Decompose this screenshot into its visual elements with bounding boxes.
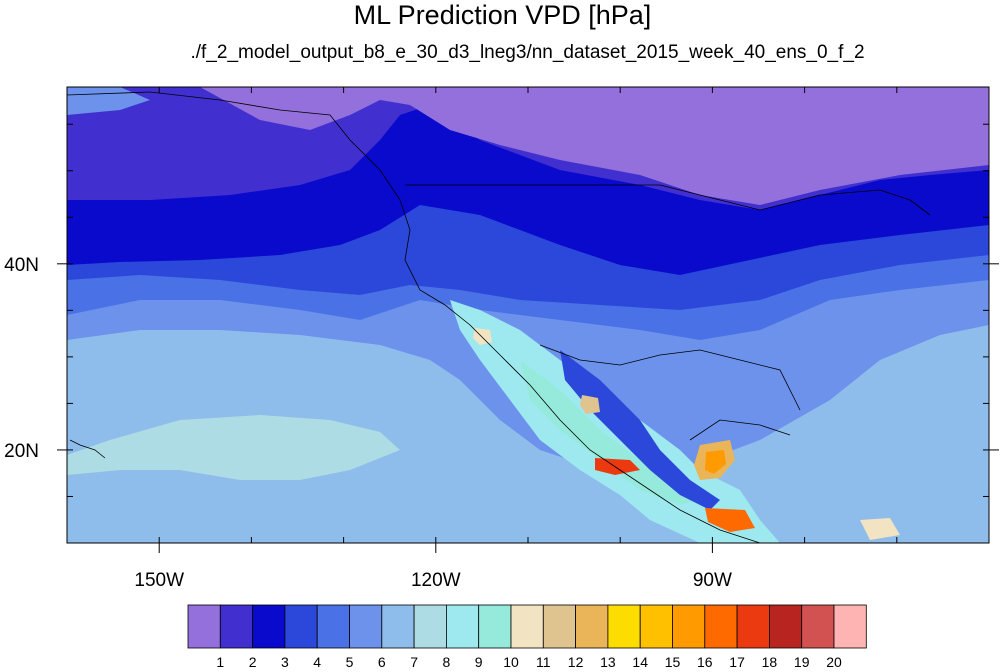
colorbar-swatch	[575, 604, 609, 649]
map-title: ML Prediction VPD [hPa]	[353, 0, 652, 30]
colorbar-swatch	[478, 604, 512, 649]
colorbar-swatch	[252, 604, 286, 649]
x-tick-label: 90W	[693, 570, 732, 591]
colorbar-label: 15	[665, 654, 681, 670]
colorbar-label: 10	[503, 654, 519, 670]
hotspot-4	[595, 458, 640, 475]
hotspot-3-core	[705, 450, 726, 474]
colorbar-label: 6	[378, 654, 386, 670]
y-tick-label: 20N	[4, 441, 39, 462]
colorbar-label: 9	[475, 654, 483, 670]
hotspot-5	[705, 508, 755, 532]
colorbar-label: 8	[443, 654, 451, 670]
colorbar-swatch	[704, 604, 738, 649]
colorbar-swatch	[510, 604, 544, 649]
colorbar-label: 14	[632, 654, 648, 670]
colorbar-label: 3	[281, 654, 289, 670]
colorbar-swatch	[187, 604, 221, 649]
colorbar-swatch	[769, 604, 803, 649]
colorbar-swatch	[801, 604, 835, 649]
colorbar-swatch	[284, 604, 318, 649]
contour-band-1	[200, 87, 989, 205]
colorbar-label: 11	[536, 654, 551, 670]
colorbar-swatch	[413, 604, 447, 649]
contour-field	[67, 87, 989, 543]
colorbar-label: 19	[794, 654, 810, 670]
map-subtitle: ./f_2_model_output_b8_e_30_d3_lneg3/nn_d…	[190, 42, 865, 63]
contour-band-8	[67, 415, 400, 480]
colorbar-swatch	[639, 604, 673, 649]
colorbar-swatch	[607, 604, 641, 649]
colorbar-swatch	[219, 604, 254, 649]
colorbar-swatch	[381, 604, 415, 649]
colorbar-swatch	[445, 604, 480, 649]
colorbar-swatch	[316, 604, 350, 649]
colorbar-label: 1	[216, 654, 224, 670]
contour-band-mountains	[560, 350, 720, 510]
colorbar-label: 17	[729, 654, 745, 670]
axis-labels: 150W 120W 90W 40N 20N	[4, 255, 732, 591]
colorbar-label: 12	[568, 654, 584, 670]
x-tick-label: 150W	[134, 570, 184, 591]
axis-ticks	[57, 87, 999, 553]
colorbar-swatch	[672, 604, 706, 649]
colorbar-label: 4	[313, 654, 321, 670]
colorbar-label: 2	[249, 654, 257, 670]
colorbar-label: 18	[762, 654, 778, 670]
colorbar: 1 2 3 4 5 6 7 8 9 10 11 12 13 14 15 16 17 18 19 20	[187, 604, 867, 670]
colorbar-swatch	[349, 604, 383, 649]
x-tick-label: 120W	[411, 570, 461, 591]
colorbar-label: 20	[826, 654, 842, 670]
colorbar-swatch	[542, 604, 576, 649]
y-tick-label: 40N	[4, 255, 39, 276]
colorbar-swatch	[833, 604, 867, 649]
colorbar-label: 7	[410, 654, 418, 670]
colorbar-swatch	[736, 604, 770, 649]
hotspot-2	[580, 395, 600, 414]
hotspot-6	[860, 518, 900, 540]
coastlines	[67, 91, 931, 543]
colorbar-label: 16	[697, 654, 713, 670]
colorbar-label: 13	[600, 654, 616, 670]
colorbar-label: 5	[346, 654, 354, 670]
